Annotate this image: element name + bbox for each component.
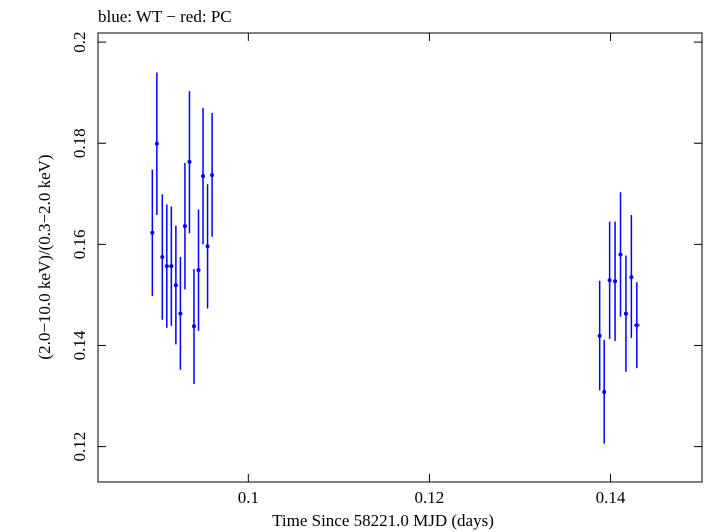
point-marker	[154, 141, 159, 146]
point-marker	[205, 244, 210, 249]
point-marker	[597, 333, 602, 338]
point-marker	[150, 230, 155, 235]
point-marker	[187, 159, 192, 164]
data-point	[173, 225, 178, 345]
y-tick-label: 0.12	[70, 432, 89, 462]
data-point	[613, 221, 618, 341]
x-axis-ticks: 0.1 0.12 0.14	[238, 33, 626, 507]
data-point	[154, 72, 159, 216]
data-point	[597, 280, 602, 391]
data-point	[182, 162, 187, 290]
point-marker	[629, 275, 634, 280]
point-marker	[169, 264, 174, 269]
point-marker	[618, 252, 623, 257]
y-tick-label: 0.16	[70, 229, 89, 259]
data-point	[634, 282, 640, 369]
data-point	[201, 107, 206, 245]
point-marker	[613, 279, 618, 284]
x-tick-label: 0.12	[415, 488, 445, 507]
point-marker	[607, 278, 612, 283]
y-axis-label: (2.0−10.0 keV)/(0.3−2.0 keV)	[35, 154, 54, 359]
data-point	[210, 112, 215, 237]
x-tick-label: 0.14	[596, 488, 626, 507]
data-point	[150, 169, 155, 296]
data-point	[191, 269, 196, 384]
data-point	[169, 206, 174, 326]
chart-title: blue: WT − red: PC	[98, 7, 232, 26]
point-marker	[196, 268, 201, 273]
point-marker	[160, 254, 165, 259]
y-axis-ticks: 0.12 0.14 0.16 0.18 0.2	[70, 31, 702, 461]
data-point	[178, 256, 183, 370]
point-marker	[173, 283, 178, 288]
x-axis-label: Time Since 58221.0 MJD (days)	[272, 511, 494, 530]
plot-frame	[97, 32, 703, 483]
data-points	[150, 72, 640, 444]
point-marker	[201, 174, 206, 179]
data-point	[602, 339, 607, 444]
x-tick-label: 0.1	[238, 488, 259, 507]
y-tick-label: 0.14	[70, 330, 89, 360]
data-point	[205, 184, 210, 309]
data-point	[623, 255, 628, 372]
y-tick-label: 0.18	[70, 128, 89, 158]
data-point	[618, 192, 623, 317]
data-point	[629, 215, 634, 338]
y-tick-label: 0.2	[70, 31, 89, 52]
point-marker	[634, 323, 639, 328]
data-point	[607, 221, 612, 339]
data-point	[164, 204, 169, 328]
data-point	[160, 194, 165, 320]
data-point	[187, 91, 192, 234]
point-marker	[210, 173, 215, 178]
data-point	[196, 209, 201, 331]
point-marker	[178, 311, 183, 316]
point-marker	[191, 324, 196, 329]
point-marker	[623, 311, 628, 316]
point-marker	[164, 264, 169, 269]
point-marker	[182, 224, 187, 229]
point-marker	[602, 389, 607, 394]
